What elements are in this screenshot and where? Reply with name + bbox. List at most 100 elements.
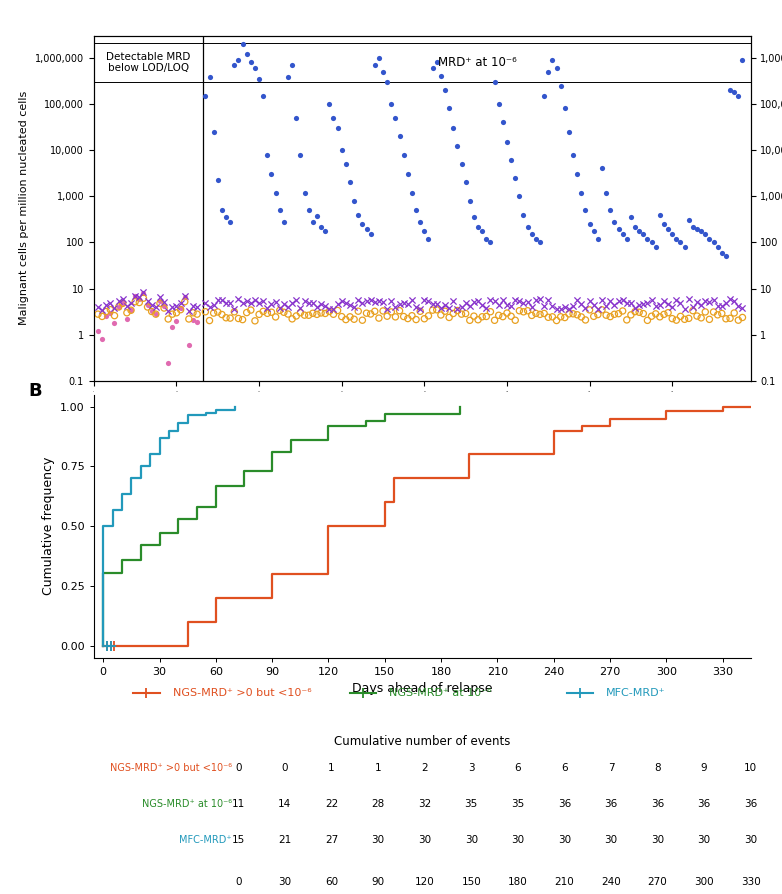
Text: 330: 330 [741,876,761,887]
Point [716,299,728,313]
Point [703,312,716,326]
Point [662,222,674,236]
Point [269,185,282,199]
Point [290,111,303,125]
Point [364,227,377,241]
Text: 30: 30 [558,835,571,845]
Point [307,306,319,320]
X-axis label: Days ahead of relapse: Days ahead of relapse [352,682,493,696]
Text: 2: 2 [421,763,428,772]
Point [538,307,551,321]
Point [418,293,431,308]
Point [625,308,637,322]
Point [592,308,604,322]
Point [368,295,381,309]
Point [455,156,468,171]
Point [303,203,315,217]
Point [567,307,579,321]
Point [724,83,737,97]
Text: 36: 36 [698,799,711,809]
Point [505,299,518,314]
Point [526,299,538,314]
Point [149,307,162,321]
Point [526,227,538,241]
Point [464,194,476,208]
Point [145,298,158,312]
Point [600,308,612,323]
Point [551,61,563,75]
Point [294,306,307,320]
Point [621,313,633,327]
Point [199,296,212,310]
Text: 6: 6 [561,763,568,772]
Point [662,306,674,320]
Point [361,306,373,320]
Point [587,298,600,312]
Point [645,235,658,249]
Point [269,310,282,325]
Point [435,69,447,83]
Point [368,58,381,72]
Point [596,303,608,317]
Point [410,203,422,217]
Point [497,293,509,308]
Point [339,156,352,171]
Text: 14: 14 [278,799,292,809]
Point [406,185,418,199]
Point [633,305,645,319]
Point [736,53,748,67]
Point [96,309,109,324]
Point [579,300,592,315]
Text: 120: 120 [414,876,435,887]
Point [476,224,489,238]
Point [335,294,348,308]
Point [728,294,741,308]
Point [178,291,191,305]
Bar [94,43,203,82]
Point [393,304,406,318]
Point [162,356,174,370]
Point [497,309,509,324]
Point [385,294,397,308]
Point [612,307,625,321]
Point [505,153,518,167]
Point [187,313,199,327]
Text: 180: 180 [508,876,528,887]
Point [484,305,497,319]
Text: MRD⁺ at 10⁻⁶: MRD⁺ at 10⁻⁶ [438,56,516,69]
Point [712,240,724,254]
Point [216,203,228,217]
Point [203,70,216,84]
Text: NGS-MRD⁺ >0 but <10⁻⁶: NGS-MRD⁺ >0 but <10⁻⁶ [173,687,311,697]
Point [558,300,571,315]
Point [480,232,493,246]
Point [472,313,484,327]
Point [207,298,220,312]
Point [658,217,670,232]
Point [406,293,418,308]
Point [166,307,178,321]
Point [604,309,616,324]
Point [500,298,513,312]
Point [129,289,142,303]
Point [183,304,196,318]
Point [108,308,120,323]
Point [154,291,167,305]
Point [319,299,332,313]
Point [410,312,422,326]
Point [633,298,645,312]
Point [269,294,282,308]
Point [513,304,526,318]
Point [732,313,744,327]
Point [245,296,257,310]
Point [158,295,170,309]
Text: 30: 30 [604,835,618,845]
Point [298,185,310,199]
Point [307,215,319,229]
Point [228,58,241,72]
Point [616,293,629,308]
Text: 0: 0 [235,876,242,887]
Point [476,309,489,324]
Point [170,314,183,328]
Point [649,299,662,313]
